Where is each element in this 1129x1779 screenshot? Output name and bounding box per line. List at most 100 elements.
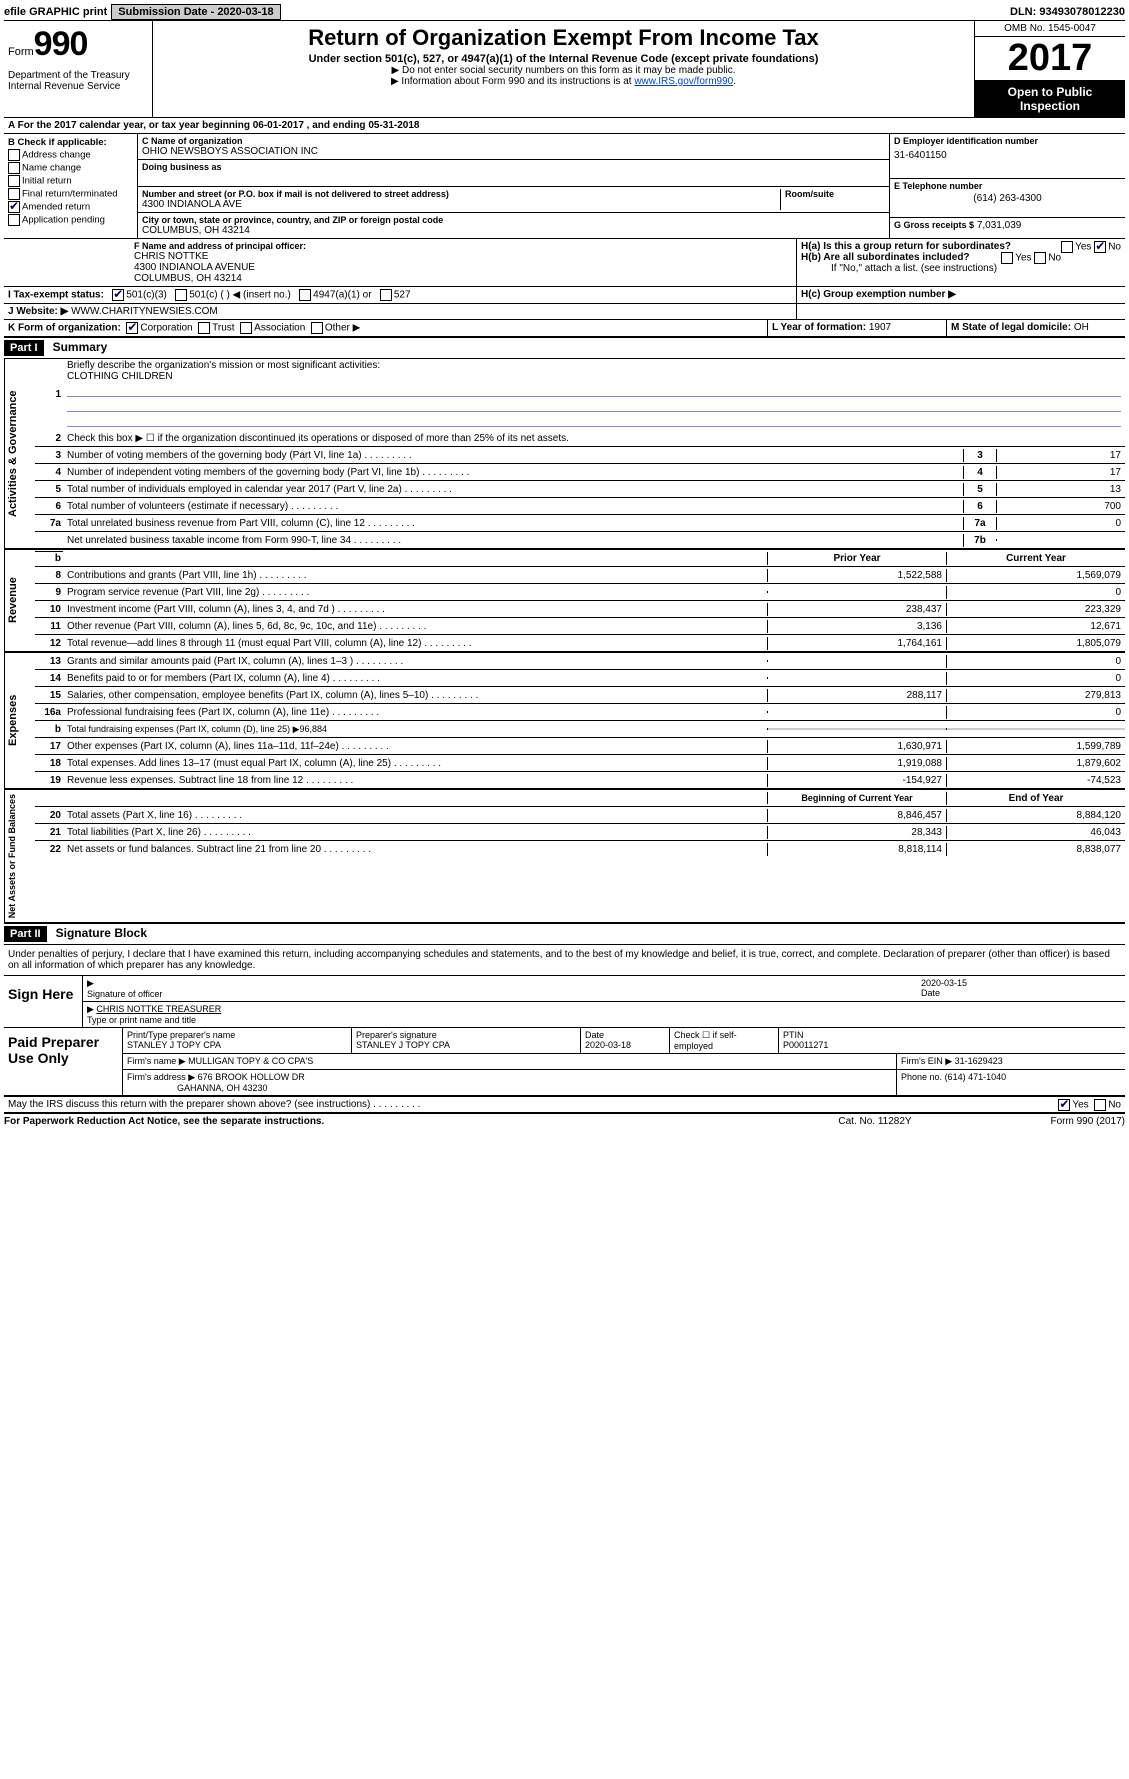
street-label: Number and street (or P.O. box if mail i… xyxy=(142,189,780,199)
officer-typed-name: CHRIS NOTTKE TREASURER xyxy=(96,1004,221,1014)
table-row: 8Contributions and grants (Part VIII, li… xyxy=(35,567,1125,584)
paperwork-notice: For Paperwork Reduction Act Notice, see … xyxy=(4,1116,775,1127)
page-footer: For Paperwork Reduction Act Notice, see … xyxy=(4,1114,1125,1129)
col-b-header: B Check if applicable: xyxy=(8,137,133,148)
line-a: A For the 2017 calendar year, or tax yea… xyxy=(4,118,1125,134)
dba-label: Doing business as xyxy=(142,162,885,172)
table-row: 18Total expenses. Add lines 13–17 (must … xyxy=(35,755,1125,772)
mission-text: CLOTHING CHILDREN xyxy=(67,371,173,382)
identification-block: B Check if applicable: Address changeNam… xyxy=(4,134,1125,239)
org-name-label: C Name of organization xyxy=(142,136,885,146)
domicile-label: M State of legal domicile: xyxy=(951,322,1071,333)
tax-status-label: I Tax-exempt status: xyxy=(8,290,104,301)
opt-assoc: Association xyxy=(254,323,305,334)
side-label-revenue: Revenue xyxy=(4,550,35,651)
checkbox-application-pending[interactable]: Application pending xyxy=(8,214,133,226)
sig-date-label: Date xyxy=(921,988,940,998)
checkbox-initial-return[interactable]: Initial return xyxy=(8,175,133,187)
hb-label: H(b) Are all subordinates included? xyxy=(801,252,970,263)
ptin-label: PTIN xyxy=(783,1030,804,1040)
checkbox-final-return-terminated[interactable]: Final return/terminated xyxy=(8,188,133,200)
firm-addr-label: Firm's address ▶ xyxy=(127,1072,195,1082)
website-value: WWW.CHARITYNEWSIES.COM xyxy=(71,306,218,317)
paid-preparer-label: Paid Preparer Use Only xyxy=(4,1028,123,1095)
current-year-header: Current Year xyxy=(946,552,1125,565)
end-year-header: End of Year xyxy=(946,792,1125,805)
row-i: I Tax-exempt status: 501(c)(3) 501(c) ( … xyxy=(4,287,1125,304)
begin-year-header: Beginning of Current Year xyxy=(767,792,946,804)
table-row: 21Total liabilities (Part X, line 26)28,… xyxy=(35,824,1125,841)
table-row: 15Salaries, other compensation, employee… xyxy=(35,687,1125,704)
table-row: Net unrelated business taxable income fr… xyxy=(35,532,1125,548)
city-value: COLUMBUS, OH 43214 xyxy=(142,225,885,236)
firm-ein-label: Firm's EIN ▶ xyxy=(901,1056,952,1066)
gross-receipts-value: 7,031,039 xyxy=(977,220,1022,231)
hc-label: H(c) Group exemption number ▶ xyxy=(801,289,956,300)
dln-label: DLN: 93493078012230 xyxy=(1010,6,1125,18)
ptin-value: P00011271 xyxy=(783,1040,828,1050)
side-label-netassets: Net Assets or Fund Balances xyxy=(4,790,35,922)
open-to-public: Open to Public Inspection xyxy=(975,81,1125,117)
room-label: Room/suite xyxy=(785,189,885,199)
efile-label: efile GRAPHIC print xyxy=(4,6,107,18)
checkbox-address-change[interactable]: Address change xyxy=(8,149,133,161)
table-row: 19Revenue less expenses. Subtract line 1… xyxy=(35,772,1125,788)
table-row: 22Net assets or fund balances. Subtract … xyxy=(35,841,1125,857)
row-f: F Name and address of principal officer:… xyxy=(4,239,1125,287)
checkbox-name-change[interactable]: Name change xyxy=(8,162,133,174)
row-j: J Website: ▶ WWW.CHARITYNEWSIES.COM xyxy=(4,304,1125,320)
sig-date: 2020-03-15 xyxy=(921,978,967,988)
checkbox-amended-return[interactable]: Amended return xyxy=(8,201,133,213)
officer-addr1: 4300 INDIANOLA AVENUE xyxy=(134,262,792,273)
telephone-label: E Telephone number xyxy=(894,181,1121,191)
table-row: 9Program service revenue (Part VIII, lin… xyxy=(35,584,1125,601)
instructions-link[interactable]: www.IRS.gov/form990 xyxy=(634,76,733,87)
submission-date-button[interactable]: Submission Date - 2020-03-18 xyxy=(111,4,280,20)
q2-label: Check this box ▶ ☐ if the organization d… xyxy=(63,432,1125,445)
org-name: OHIO NEWSBOYS ASSOCIATION INC xyxy=(142,146,885,157)
part2-title: Signature Block xyxy=(56,926,147,940)
opt-corp: Corporation xyxy=(140,323,192,334)
row-k: K Form of organization: Corporation Trus… xyxy=(4,320,1125,338)
firm-name-label: Firm's name ▶ xyxy=(127,1056,186,1066)
tax-year: 2017 xyxy=(975,37,1125,81)
year-formation-label: L Year of formation: xyxy=(772,322,866,333)
officer-name: CHRIS NOTTKE xyxy=(134,251,792,262)
table-row: 5Total number of individuals employed in… xyxy=(35,481,1125,498)
firm-phone-label: Phone no. xyxy=(901,1072,942,1082)
perjury-statement: Under penalties of perjury, I declare th… xyxy=(4,945,1125,976)
prep-sig-label: Preparer's signature xyxy=(356,1030,437,1040)
table-row: bTotal fundraising expenses (Part IX, co… xyxy=(35,721,1125,738)
q1-label: Briefly describe the organization's miss… xyxy=(67,360,380,371)
sign-here-label: Sign Here xyxy=(4,976,83,1027)
table-row: 16aProfessional fundraising fees (Part I… xyxy=(35,704,1125,721)
opt-other: Other ▶ xyxy=(325,323,360,334)
prep-name: STANLEY J TOPY CPA xyxy=(127,1040,221,1050)
officer-sig-label: Signature of officer xyxy=(87,989,162,999)
opt-trust: Trust xyxy=(212,323,234,334)
side-label-governance: Activities & Governance xyxy=(4,359,35,548)
opt-501c3: 501(c)(3) xyxy=(126,290,167,301)
form-prefix: Form xyxy=(8,46,34,58)
sign-here-block: Sign Here ▶Signature of officer 2020-03-… xyxy=(4,976,1125,1028)
form-subtitle: Under section 501(c), 527, or 4947(a)(1)… xyxy=(157,53,970,65)
ssn-note: ▶ Do not enter social security numbers o… xyxy=(157,65,970,76)
gross-receipts-label: G Gross receipts $ xyxy=(894,220,974,230)
website-label: J Website: ▶ xyxy=(8,306,68,317)
prior-year-header: Prior Year xyxy=(767,552,946,565)
table-row: 3Number of voting members of the governi… xyxy=(35,447,1125,464)
instructions-note: ▶ Information about Form 990 and its ins… xyxy=(391,76,634,87)
department-label: Department of the Treasury Internal Reve… xyxy=(8,70,148,92)
ein-label: D Employer identification number xyxy=(894,136,1121,146)
prep-name-label: Print/Type preparer's name xyxy=(127,1030,235,1040)
opt-527: 527 xyxy=(394,290,411,301)
omb-number: OMB No. 1545-0047 xyxy=(975,21,1125,37)
table-row: 6Total number of volunteers (estimate if… xyxy=(35,498,1125,515)
firm-ein: 31-1629423 xyxy=(955,1056,1003,1066)
table-row: 10Investment income (Part VIII, column (… xyxy=(35,601,1125,618)
part1-header: Part I xyxy=(4,340,44,356)
cat-no: Cat. No. 11282Y xyxy=(775,1116,975,1127)
form-header: Form990 Department of the Treasury Inter… xyxy=(4,21,1125,118)
table-row: 12Total revenue—add lines 8 through 11 (… xyxy=(35,635,1125,651)
table-row: 14Benefits paid to or for members (Part … xyxy=(35,670,1125,687)
